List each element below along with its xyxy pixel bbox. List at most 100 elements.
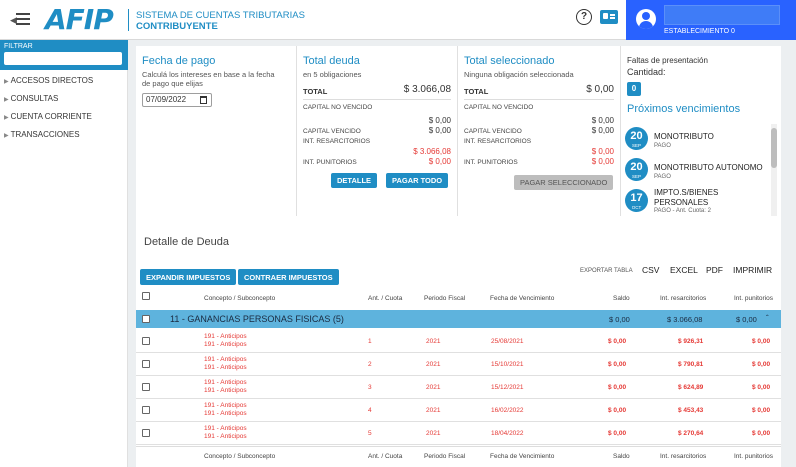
vencimiento-sub: PAGO — [654, 143, 671, 149]
filter-label: FILTRAR — [4, 43, 33, 50]
pagar-seleccionado-button[interactable]: PAGAR SELECCIONADO — [514, 175, 614, 190]
tax-group-row[interactable]: 11 - GANANCIAS PERSONAS FISICAS (5) $ 0,… — [136, 310, 781, 328]
main-content: Fecha de pago Calculá los intereses en b… — [136, 46, 781, 467]
vencimiento-cell: 15/10/2021 — [491, 361, 524, 368]
divider — [457, 46, 458, 216]
concepto-cell: 191 - Anticipos — [204, 425, 247, 432]
menu-toggle-icon[interactable]: ◀ — [10, 12, 34, 28]
cantidad-label: Cantidad: — [627, 67, 666, 77]
chevron-right-icon: ▶ — [4, 133, 9, 139]
cuota-cell: 1 — [368, 338, 372, 345]
row-checkbox[interactable] — [142, 383, 150, 391]
table-row[interactable]: 191 - Anticipos 191 - Anticipos 3 2021 1… — [136, 376, 781, 399]
row-checkbox[interactable] — [142, 429, 150, 437]
select-all-checkbox[interactable] — [142, 292, 150, 300]
vencimiento-title-2: PERSONALES — [654, 198, 709, 207]
logo-divider — [128, 9, 129, 31]
column-footer-punitorios: Int. punitorios — [734, 453, 774, 460]
sidebar-item-consultas[interactable]: ▶ CONSULTAS — [4, 94, 58, 103]
list-item[interactable]: 20 SEP MONOTRIBUTO AUTONOMO PAGO — [621, 155, 763, 187]
subconcepto-cell: 191 - Anticipos — [204, 433, 247, 440]
list-item[interactable]: 17 OCT IMPTO.S/BIENES PERSONALES PAGO - A… — [621, 186, 763, 216]
total-seleccionado-title: Total seleccionado — [464, 55, 555, 67]
resarcitorios-cell: $ 624,89 — [678, 384, 704, 391]
column-header-vencimiento[interactable]: Fecha de Vencimiento — [490, 295, 555, 302]
column-header-punitorios[interactable]: Int. punitorios — [734, 295, 774, 302]
punitorios-cell: $ 0,00 — [752, 361, 771, 368]
vencimiento-cell: 15/12/2021 — [491, 384, 524, 391]
int-punitorios-label: INT. PUNITORIOS — [303, 159, 357, 166]
periodo-cell: 2021 — [426, 361, 441, 368]
export-csv-link[interactable]: CSV — [642, 265, 660, 275]
column-footer-concepto: Concepto / Subconcepto — [204, 453, 276, 460]
chevron-right-icon: ▶ — [4, 115, 9, 121]
scrollbar-thumb[interactable] — [771, 128, 777, 168]
column-header-cuota[interactable]: Ant. / Cuota — [368, 295, 403, 302]
vencimiento-title: MONOTRIBUTO AUTONOMO — [654, 163, 763, 172]
export-pdf-link[interactable]: PDF — [706, 265, 723, 275]
sidebar-item-accesos-directos[interactable]: ▶ ACCESOS DIRECTOS — [4, 76, 93, 85]
resarcitorios-cell: $ 270,64 — [678, 430, 704, 437]
system-title: SISTEMA DE CUENTAS TRIBUTARIAS — [136, 10, 305, 21]
export-print-link[interactable]: IMPRIMIR — [733, 265, 773, 275]
sidebar-item-cuenta-corriente[interactable]: ▶ CUENTA CORRIENTE — [4, 112, 92, 121]
sidebar-item-label: CONSULTAS — [10, 94, 59, 103]
list-item[interactable]: 20 SEP MONOTRIBUTO PAGO — [621, 124, 763, 156]
user-menu[interactable]: ESTABLECIMIENTO 0 — [626, 0, 796, 40]
group-checkbox[interactable] — [142, 315, 150, 323]
fecha-pago-input[interactable]: 07/09/2022 — [142, 93, 212, 107]
filter-bar: FILTRAR — [0, 40, 128, 70]
total-deuda-value: $ 3.066,08 — [403, 84, 451, 95]
resarcitorios-cell: $ 453,43 — [678, 407, 704, 414]
table-row[interactable]: 191 - Anticipos 191 - Anticipos 1 2021 2… — [136, 330, 781, 353]
row-checkbox[interactable] — [142, 406, 150, 414]
export-excel-link[interactable]: EXCEL — [670, 265, 698, 275]
subconcepto-cell: 191 - Anticipos — [204, 341, 247, 348]
sidebar-item-label: ACCESOS DIRECTOS — [10, 76, 94, 85]
fecha-pago-panel: Fecha de pago Calculá los intereses en b… — [136, 46, 296, 216]
capital-no-vencido-value: $ 0,00 — [428, 116, 451, 125]
cantidad-badge[interactable]: 0 — [627, 82, 641, 96]
column-header-resarcitorios[interactable]: Int. resarcitorios — [660, 295, 707, 302]
chevron-right-icon: ▶ — [4, 97, 9, 103]
int-resarcitorios-value: $ 3.066,08 — [413, 147, 451, 156]
row-checkbox[interactable] — [142, 360, 150, 368]
periodo-cell: 2021 — [426, 430, 441, 437]
expandir-impuestos-button[interactable]: EXPANDIR IMPUESTOS — [140, 269, 237, 285]
user-name — [664, 5, 780, 25]
column-header-saldo[interactable]: Saldo — [613, 295, 630, 302]
int-punitorios-value: $ 0,00 — [591, 157, 614, 166]
sidebar-item-label: TRANSACCIONES — [10, 130, 80, 139]
detalle-deuda-title: Detalle de Deuda — [144, 236, 230, 248]
chevron-up-icon[interactable]: ˆ — [766, 314, 769, 323]
filter-input[interactable] — [4, 52, 122, 65]
row-checkbox[interactable] — [142, 337, 150, 345]
vencimientos-scrollbar[interactable] — [771, 124, 777, 216]
pagar-todo-button[interactable]: PAGAR TODO — [386, 173, 449, 188]
proximos-vencimientos-title: Próximos vencimientos — [627, 103, 741, 115]
capital-vencido-label: CAPITAL VENCIDO — [464, 128, 522, 135]
question-circle-icon[interactable]: ? — [576, 9, 592, 25]
table-row[interactable]: 191 - Anticipos 191 - Anticipos 2 2021 1… — [136, 353, 781, 376]
total-label: TOTAL — [303, 87, 328, 96]
sidebar-item-transacciones[interactable]: ▶ TRANSACCIONES — [4, 130, 80, 139]
resarcitorios-cell: $ 790,81 — [678, 361, 704, 368]
detalle-button[interactable]: DETALLE — [331, 173, 378, 188]
table-row[interactable]: 191 - Anticipos 191 - Anticipos 4 2021 1… — [136, 399, 781, 422]
cuota-cell: 2 — [368, 361, 372, 368]
calendar-icon[interactable] — [200, 96, 207, 104]
fecha-pago-value: 07/09/2022 — [146, 95, 187, 104]
table-row[interactable]: 191 - Anticipos 191 - Anticipos 5 2021 1… — [136, 422, 781, 445]
contraer-impuestos-button[interactable]: CONTRAER IMPUESTOS — [238, 269, 339, 285]
column-footer-cuota: Ant. / Cuota — [368, 453, 403, 460]
concepto-cell: 191 - Anticipos — [204, 379, 247, 386]
vencimiento-title: MONOTRIBUTO — [654, 132, 714, 141]
total-deuda-subtitle: en 5 obligaciones — [303, 70, 362, 79]
concepto-cell: 191 - Anticipos — [204, 356, 247, 363]
int-punitorios-value: $ 0,00 — [428, 157, 451, 166]
afip-logo[interactable]: AFIP — [45, 3, 114, 36]
saldo-cell: $ 0,00 — [608, 407, 627, 414]
column-header-concepto[interactable]: Concepto / Subconcepto — [204, 295, 276, 302]
column-header-periodo[interactable]: Periodo Fiscal — [424, 295, 466, 302]
id-card-icon[interactable] — [600, 10, 618, 24]
